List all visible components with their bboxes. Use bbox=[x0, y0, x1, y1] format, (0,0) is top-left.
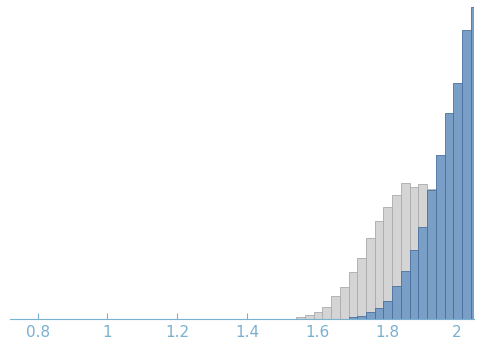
Bar bbox=[348, 272, 357, 319]
Bar bbox=[436, 155, 445, 319]
Bar bbox=[409, 250, 419, 319]
Bar bbox=[454, 83, 462, 319]
Bar bbox=[419, 227, 427, 319]
Bar bbox=[454, 227, 462, 319]
Bar bbox=[383, 301, 392, 319]
Bar bbox=[427, 189, 436, 319]
Bar bbox=[401, 183, 409, 319]
Bar bbox=[427, 189, 436, 319]
Bar bbox=[366, 238, 375, 319]
Bar bbox=[436, 196, 445, 319]
Bar bbox=[375, 308, 383, 319]
Bar bbox=[366, 312, 375, 319]
Bar bbox=[375, 221, 383, 319]
Bar bbox=[305, 315, 314, 319]
Bar bbox=[419, 184, 427, 319]
Bar bbox=[331, 295, 340, 319]
Bar bbox=[348, 317, 357, 319]
Bar bbox=[445, 113, 454, 319]
Bar bbox=[383, 207, 392, 319]
Bar bbox=[471, 7, 480, 319]
Bar bbox=[392, 286, 401, 319]
Bar bbox=[471, 249, 480, 319]
Bar bbox=[357, 258, 366, 319]
Bar bbox=[445, 204, 454, 319]
Bar bbox=[401, 271, 409, 319]
Bar bbox=[296, 317, 305, 319]
Bar bbox=[462, 30, 471, 319]
Bar bbox=[392, 195, 401, 319]
Bar bbox=[462, 237, 471, 319]
Bar bbox=[322, 307, 331, 319]
Bar bbox=[314, 312, 322, 319]
Bar bbox=[409, 187, 419, 319]
Bar bbox=[357, 316, 366, 319]
Bar bbox=[340, 287, 348, 319]
